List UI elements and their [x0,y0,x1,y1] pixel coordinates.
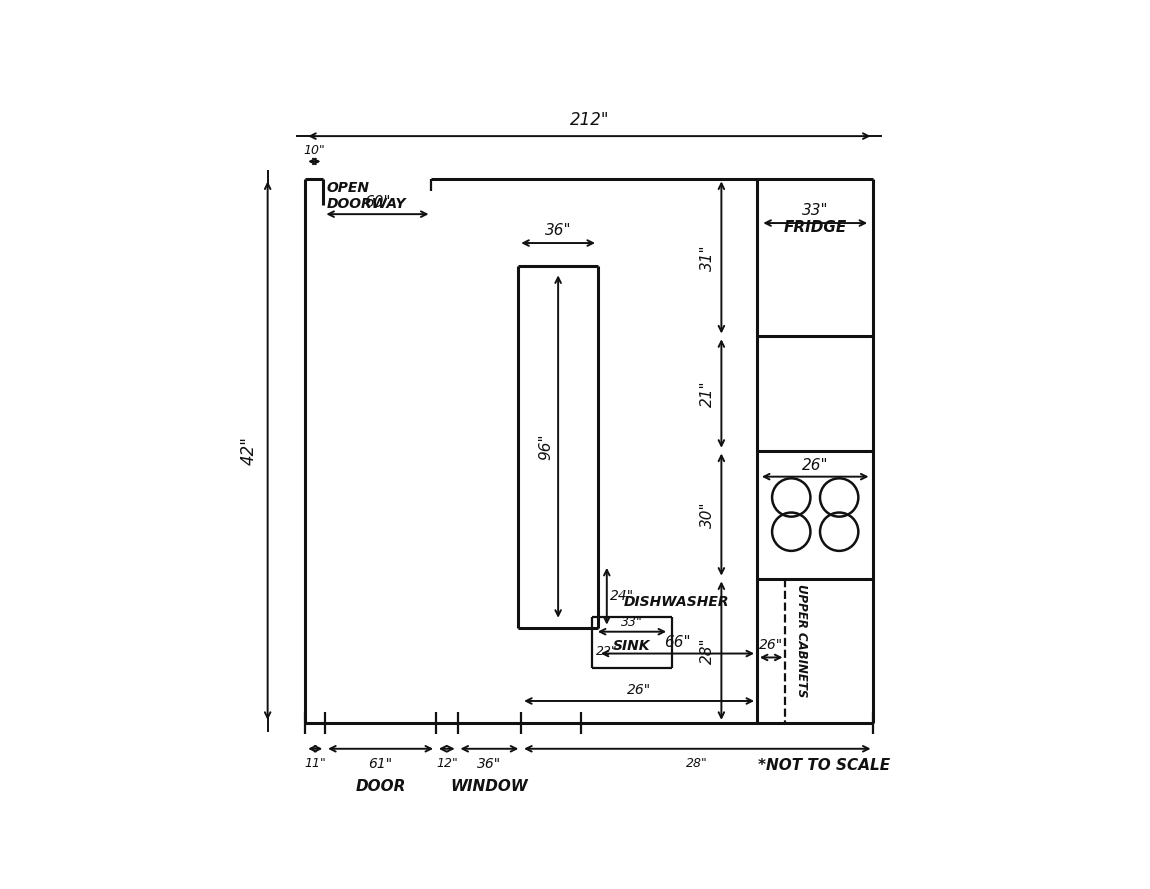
Text: 26": 26" [802,458,828,473]
Text: 61": 61" [368,757,392,771]
Text: 10": 10" [304,144,325,157]
Text: 42": 42" [239,436,258,465]
Text: 60": 60" [365,195,391,210]
Text: 33": 33" [802,204,828,218]
Text: WINDOW: WINDOW [451,779,528,794]
Text: SINK: SINK [613,639,651,653]
Text: 66": 66" [665,635,691,650]
Text: *NOT TO SCALE: *NOT TO SCALE [759,758,890,773]
Text: 36": 36" [477,757,501,771]
Text: 26": 26" [759,638,783,653]
Text: 212": 212" [569,111,610,129]
Text: DISHWASHER: DISHWASHER [624,595,729,609]
Text: 24": 24" [610,589,634,604]
Text: 33": 33" [621,615,643,629]
Text: 28": 28" [700,637,715,664]
Text: 31": 31" [700,244,715,271]
Text: FRIDGE: FRIDGE [783,220,846,236]
Text: 36": 36" [545,223,572,238]
Text: 11": 11" [305,757,327,771]
Text: 21": 21" [700,380,715,407]
Text: DOOR: DOOR [355,779,406,794]
Text: 28": 28" [687,757,708,771]
Text: 30": 30" [700,501,715,528]
Text: UPPER CABINETS: UPPER CABINETS [795,584,808,697]
Text: 22": 22" [597,645,618,658]
Text: OPEN
DOORWAY: OPEN DOORWAY [327,181,406,212]
Text: 12": 12" [436,757,458,771]
Text: 96": 96" [538,433,553,460]
Text: 26": 26" [627,683,651,697]
